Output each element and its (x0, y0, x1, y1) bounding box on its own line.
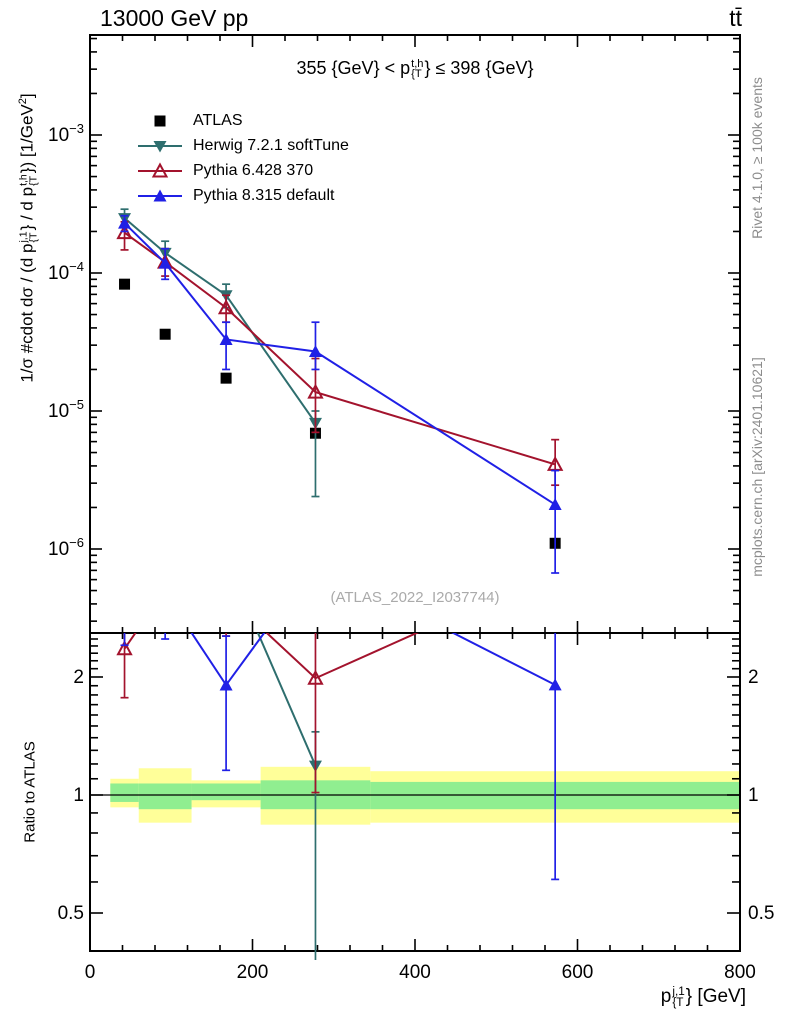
data-marker (159, 328, 171, 340)
triangle-up-filled-legend-icon (138, 189, 182, 201)
y-axis-title: 1/σ #cdot dσ / (d p j,1 {T} / d p t,h {T}) [… (17, 93, 40, 383)
data-marker (153, 140, 167, 152)
series-main-pythia-8-315-default (118, 214, 562, 574)
mcplots-reference-text: mcplots.cern.ch [arXiv:2401.10621] (749, 357, 765, 577)
data-marker (220, 554, 233, 566)
svg-text:600: 600 (562, 962, 594, 983)
svg-text:0: 0 (85, 962, 96, 983)
data-marker (118, 216, 132, 229)
legend-label: Pythia 8.315 default (193, 186, 335, 204)
data-marker (116, 640, 133, 656)
data-marker (151, 161, 169, 177)
beam-energy-title: 13000 GeV pp (100, 5, 249, 31)
legend-item: Herwig 7.2.1 softTune (136, 133, 349, 158)
data-marker (159, 559, 172, 571)
tick-labels: 10−3 10−4 10−5 10−6 2 2 1 1 0.5 0.5 0 200 400 600 800 (48, 121, 774, 983)
data-marker (154, 115, 166, 126)
data-marker (118, 615, 131, 627)
svg-text:0.5: 0.5 (58, 903, 84, 924)
svg-text:10−3: 10−3 (48, 121, 84, 146)
data-marker (220, 372, 232, 384)
series-ratio-pythia-6-428-370 (116, 633, 420, 794)
legend-item: Pythia 6.428 370 (136, 158, 349, 183)
svg-text:10−6: 10−6 (48, 535, 84, 560)
triangle-up-open-legend-icon (138, 161, 182, 177)
svg-text:2: 2 (748, 667, 759, 688)
legend-item: ATLAS (136, 108, 349, 133)
legend-label: Pythia 6.428 370 (193, 161, 314, 179)
data-marker (153, 189, 167, 201)
rivet-version-text: Rivet 4.1.0, ≥ 100k events (749, 77, 765, 239)
series-ratio-pythia-8-315-default (118, 556, 562, 881)
phase-space-cut-title: 355 {GeV} < p t,h {T} ≤ 398 {GeV} (296, 57, 534, 81)
data-marker (307, 383, 324, 399)
svg-text:1: 1 (73, 785, 84, 806)
process-title: tt̄ (729, 5, 742, 31)
svg-text:1: 1 (748, 785, 759, 806)
analysis-id-watermark: (ATLAS_2022_I2037744) (330, 589, 500, 606)
data-marker (219, 678, 233, 691)
svg-text:10−5: 10−5 (48, 397, 84, 422)
data-marker (219, 332, 233, 345)
legend-item: Pythia 8.315 default (136, 183, 349, 208)
series-main-herwig-7-2-1-softtune (118, 208, 322, 498)
svg-text:0.5: 0.5 (748, 903, 774, 924)
data-marker (217, 299, 235, 315)
svg-text:800: 800 (724, 962, 756, 983)
x-axis-title: p j,1 {T} [GeV] (660, 985, 746, 1010)
legend-label: ATLAS (193, 111, 243, 129)
legend-label: Herwig 7.2.1 softTune (193, 136, 349, 154)
data-marker (548, 678, 562, 691)
triangle-down-filled-legend-icon (138, 140, 182, 152)
ratio-axis-title: Ratio to ATLAS (21, 741, 39, 843)
series-main-pythia-6-428-370 (116, 220, 564, 487)
ratio-uncertainty-bands (110, 766, 740, 825)
legend: ATLAS Herwig 7.2.1 softTune Pythia 6.428 3… (136, 108, 349, 208)
series-main-atlas (119, 278, 561, 549)
svg-text:2: 2 (73, 667, 84, 688)
data-marker (307, 669, 324, 685)
data-marker (158, 256, 172, 269)
data-marker (548, 498, 562, 511)
svg-text:200: 200 (237, 962, 269, 983)
data-marker (309, 556, 322, 568)
svg-text:10−4: 10−4 (48, 259, 84, 284)
data-marker (119, 278, 131, 290)
svg-text:400: 400 (399, 962, 431, 983)
data-marker (308, 344, 322, 357)
square-filled-legend-icon (154, 115, 166, 126)
